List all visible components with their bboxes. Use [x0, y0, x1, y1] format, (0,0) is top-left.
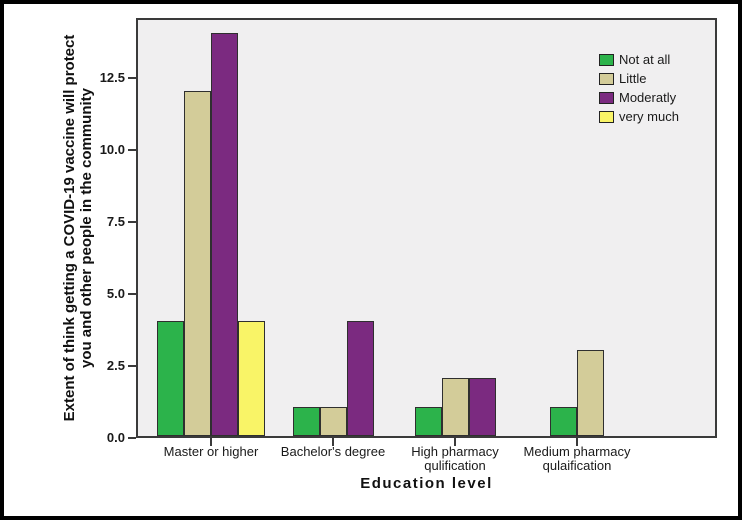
legend-swatch — [599, 72, 614, 85]
x-tick-mark — [210, 438, 212, 446]
legend-label: Not at all — [619, 52, 671, 67]
bar-little — [319, 407, 347, 436]
x-category-label: Bachelor's degree — [280, 444, 386, 459]
legend-label: very much — [619, 109, 679, 124]
x-tick-mark — [576, 438, 578, 446]
legend-swatch — [599, 53, 614, 66]
y-tick-mark — [128, 365, 136, 368]
y-tick-mark — [128, 77, 136, 80]
x-tick-mark — [454, 438, 456, 446]
legend-item: Little — [599, 69, 679, 88]
y-tick-label: 7.5 — [106, 214, 125, 230]
bar-little — [441, 378, 469, 436]
y-tick-label: 10.0 — [99, 142, 125, 158]
y-tick-label: 5.0 — [106, 286, 125, 302]
bar-moderatly — [346, 321, 374, 436]
legend: Not at all Little Moderatly very much — [599, 50, 679, 126]
bars-layer — [138, 20, 715, 436]
legend-item: very much — [599, 107, 679, 126]
legend-label: Little — [619, 71, 647, 86]
bar-little — [184, 91, 211, 436]
y-tick-mark — [128, 221, 136, 224]
legend-swatch — [599, 91, 614, 104]
legend-label: Moderatly — [619, 90, 677, 105]
y-tick-mark — [128, 293, 136, 296]
bar-not-at-all — [550, 407, 577, 436]
bar-little — [577, 350, 604, 436]
x-category-label: High pharmacy qulification — [411, 444, 499, 473]
bar-moderatly — [211, 33, 238, 436]
bar-not-at-all — [292, 407, 320, 436]
y-tick-mark — [128, 437, 136, 439]
x-category-label: Master or higher — [163, 444, 259, 459]
x-category-label: Medium pharmacy qulaification — [523, 444, 631, 473]
y-tick-mark — [128, 149, 136, 152]
y-tick-label: 2.5 — [106, 358, 125, 374]
y-tick-label: 12.5 — [99, 70, 125, 86]
bar-moderatly — [468, 378, 496, 436]
bar-not-at-all — [157, 321, 184, 436]
legend-item: Moderatly — [599, 88, 679, 107]
y-tick-label: 0.0 — [106, 430, 125, 445]
legend-swatch — [599, 110, 614, 123]
plot-area — [136, 18, 717, 438]
x-tick-mark — [332, 438, 334, 446]
bar-not-at-all — [414, 407, 442, 436]
legend-item: Not at all — [599, 50, 679, 69]
x-axis-title: Education level — [360, 475, 493, 492]
bar-very-much — [238, 321, 265, 436]
